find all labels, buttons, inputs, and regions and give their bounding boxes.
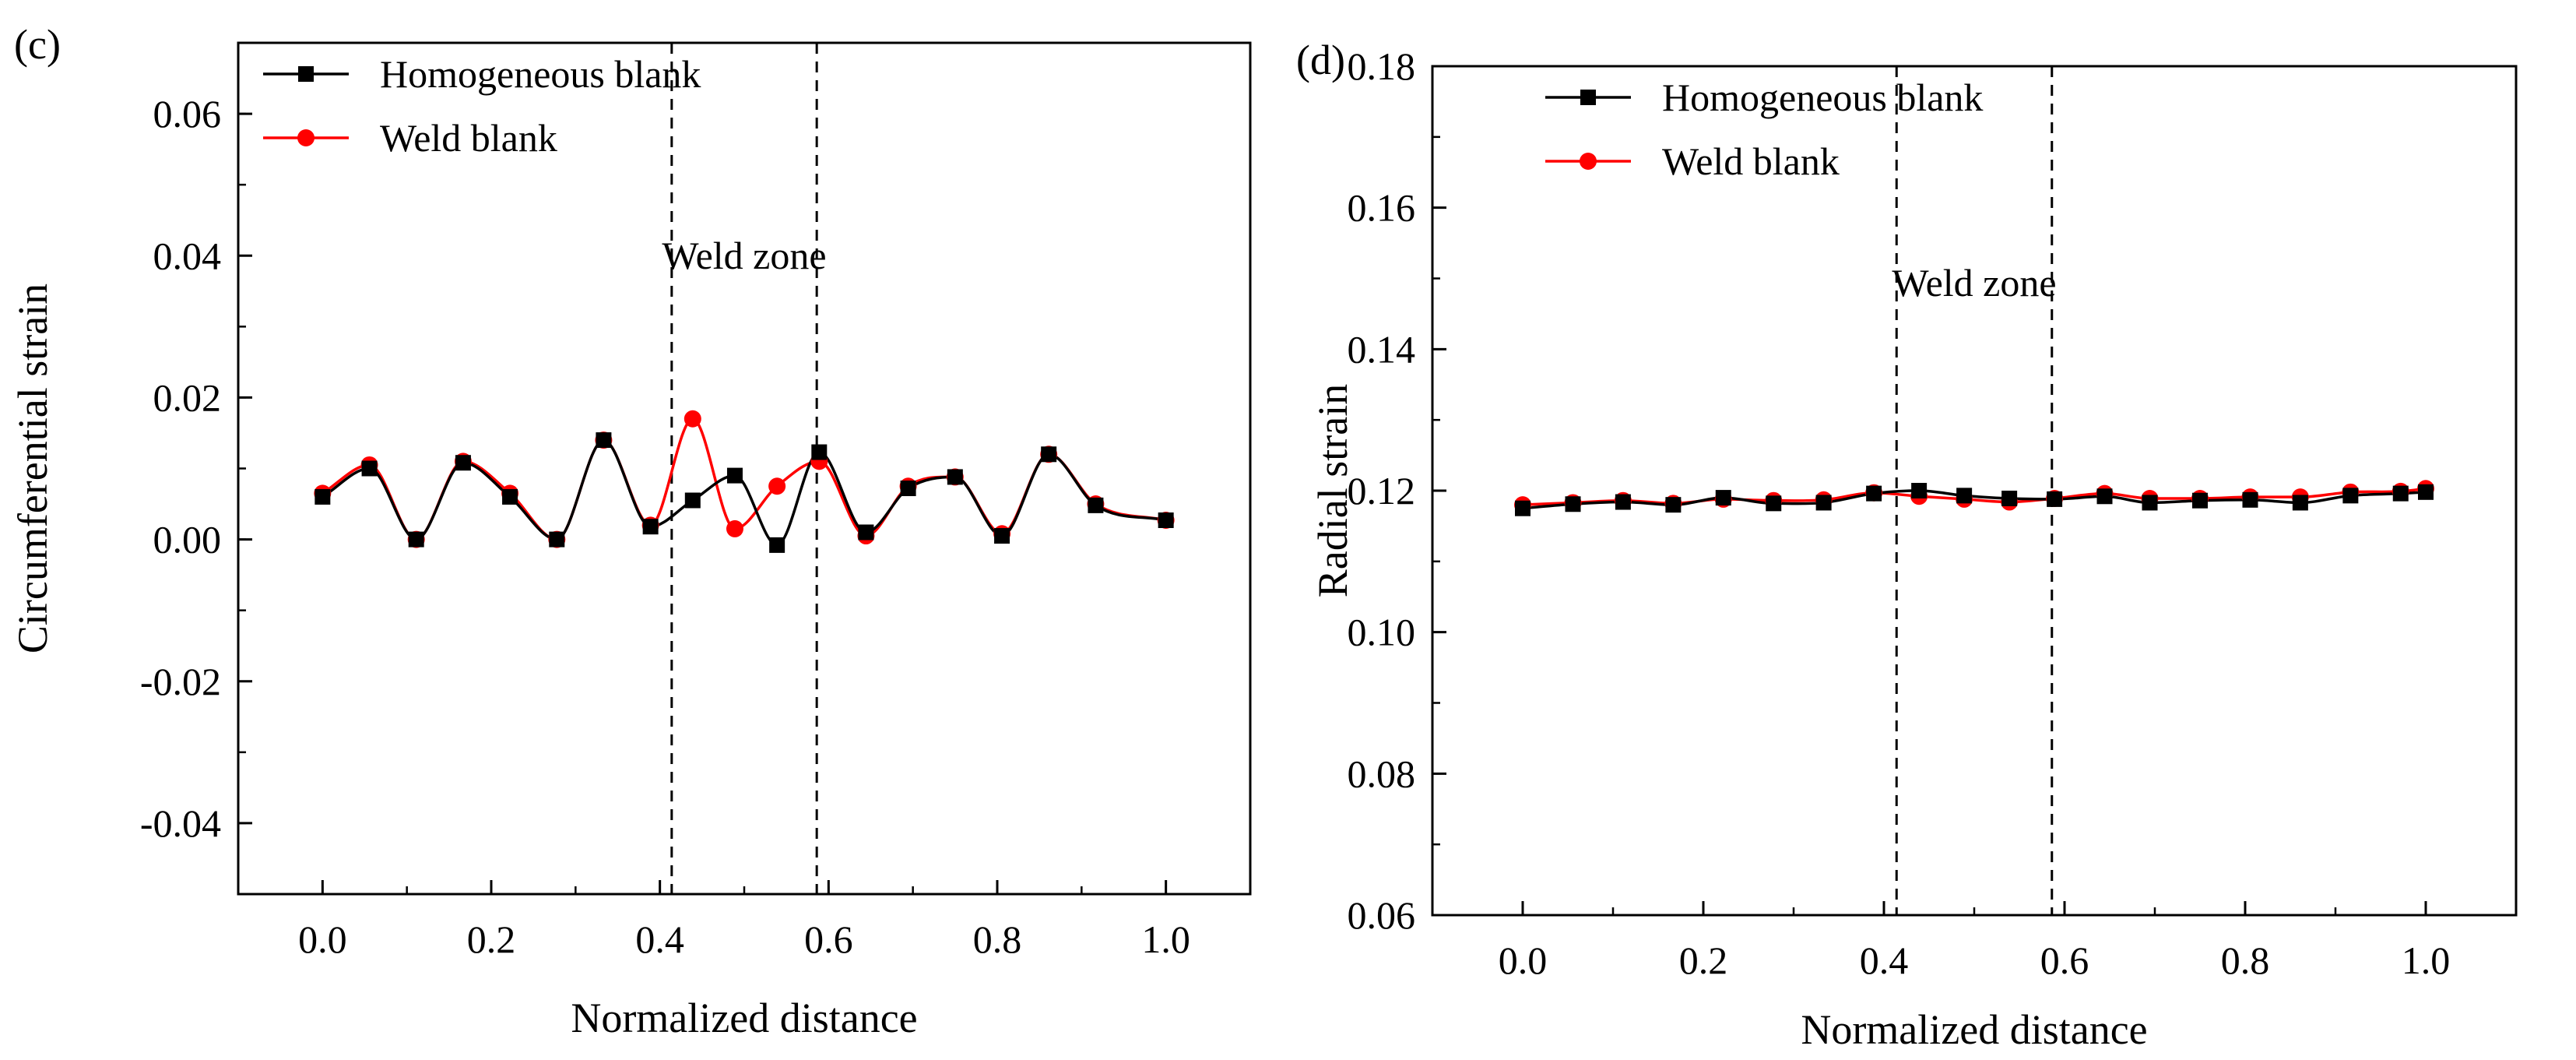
x-tick-label: 1.0 [2402,939,2451,982]
x-tick-label: 0.0 [298,917,347,961]
legend-marker-square [298,66,314,82]
data-point-homogeneous [2242,491,2258,508]
data-point-homogeneous [1911,483,1928,498]
data-point-homogeneous [455,455,471,471]
x-tick-label: 0.4 [635,917,684,961]
y-tick-label: 0.00 [153,518,222,562]
data-point-homogeneous [2001,490,2018,506]
data-point-homogeneous [1715,490,1731,506]
data-point-homogeneous [684,492,701,509]
y-tick-label: -0.02 [140,660,221,703]
y-tick-label: 0.10 [1348,611,1416,654]
x-tick-label: 0.8 [2221,939,2270,982]
data-point-homogeneous [1515,500,1530,516]
y-tick-label: 0.12 [1348,469,1416,512]
data-point-homogeneous [858,524,874,541]
data-point-homogeneous [994,528,1010,544]
x-tick-label: 0.8 [973,917,1022,961]
data-point-homogeneous [2392,485,2409,502]
legend-entry: Homogeneous blank [1662,76,1983,119]
x-axis-label: Normalized distance [571,995,917,1041]
y-tick-label: 0.14 [1348,327,1416,371]
data-point-homogeneous [1615,494,1631,510]
legend-entry: Homogeneous blank [380,52,701,96]
y-tick-label: -0.04 [140,801,221,845]
data-point-homogeneous [947,469,963,485]
x-axis-label: Normalized distance [1801,1006,2147,1053]
series-line-homogeneous [322,438,1167,547]
data-point-homogeneous [2192,492,2208,509]
data-point-homogeneous [811,444,828,460]
legend-marker-circle [297,129,315,146]
data-point-homogeneous [642,519,659,535]
data-point-homogeneous [1815,495,1832,511]
y-axis-label: Radial strain [1309,384,1356,597]
x-tick-label: 0.4 [1860,939,1909,982]
data-point-homogeneous [1041,446,1057,463]
data-point-homogeneous [1866,485,1882,502]
data-point-weld [684,410,701,428]
data-point-homogeneous [1565,496,1581,512]
weld-zone-annotation: Weld zone [1892,261,2056,305]
data-point-homogeneous [361,460,378,477]
y-axis-label: Circumferential strain [9,283,56,653]
weld-zone-annotation: Weld zone [662,234,826,277]
data-point-homogeneous [315,488,331,505]
legend-marker-circle [1580,153,1597,170]
data-point-homogeneous [2047,491,2063,507]
x-tick-label: 0.6 [2040,939,2089,982]
x-tick-label: 0.0 [1499,939,1548,982]
data-point-homogeneous [2292,495,2308,511]
data-point-homogeneous [1158,512,1174,528]
data-point-homogeneous [1956,488,1973,504]
data-point-homogeneous [900,481,916,497]
data-point-homogeneous [1766,495,1782,512]
panel-label: (c) [14,21,61,68]
data-point-homogeneous [549,531,565,548]
data-point-homogeneous [408,531,424,548]
data-point-homogeneous [726,467,743,484]
x-tick-label: 0.6 [804,917,853,961]
x-tick-label: 0.2 [1679,939,1728,982]
data-point-homogeneous [2096,488,2113,505]
y-tick-label: 0.16 [1348,186,1416,230]
data-point-weld [768,477,786,495]
data-point-homogeneous [2142,495,2158,511]
panel-label: (d) [1296,37,1345,83]
data-point-homogeneous [502,488,518,505]
x-tick-label: 0.2 [467,917,516,961]
y-tick-label: 0.18 [1348,44,1416,88]
chart-panel-d: 0.0 0.2 0.4 0.6 0.8 1.0 0.06 0.08 0.10 0.12 0.14 0.… [1296,37,2518,1053]
y-tick-label: 0.02 [153,375,222,419]
data-point-homogeneous [1665,497,1682,513]
y-tick-label: 0.06 [1348,893,1416,937]
data-point-homogeneous [769,537,785,553]
y-tick-label: 0.08 [1348,752,1416,795]
plot-frame [237,41,1252,896]
legend-marker-square [1580,90,1596,105]
data-point-weld [726,519,743,537]
data-point-homogeneous [1088,497,1104,513]
y-tick-label: 0.06 [153,92,222,136]
chart-panel-c: 0.0 0.2 0.4 0.6 0.8 1.0 -0.04 -0.02 0.00 0.02 0.04… [9,21,1252,1041]
x-tick-label: 1.0 [1141,917,1190,961]
data-point-homogeneous [2418,484,2434,500]
data-point-homogeneous [2342,488,2359,504]
y-tick-label: 0.04 [153,234,222,277]
legend-entry: Weld blank [380,116,557,160]
legend-entry: Weld blank [1662,139,1840,183]
data-point-homogeneous [596,432,612,449]
